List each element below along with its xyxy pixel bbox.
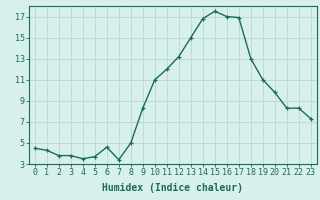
X-axis label: Humidex (Indice chaleur): Humidex (Indice chaleur)	[102, 183, 243, 193]
